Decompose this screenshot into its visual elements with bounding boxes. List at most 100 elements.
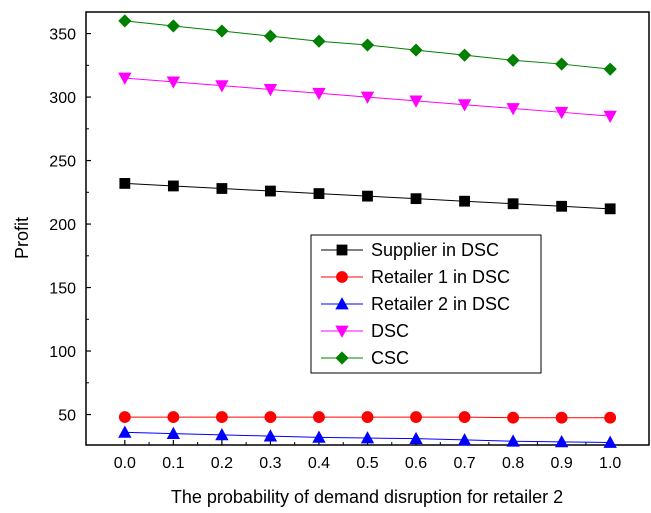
data-point [457,99,472,112]
data-point [312,34,326,48]
data-point [313,411,325,423]
data-point [215,411,228,423]
data-point [312,430,326,443]
x-tick-label: 0.7 [453,455,475,472]
data-point [409,431,423,445]
data-point [603,435,617,448]
data-point [216,183,228,194]
legend-label: Retailer 2 in DSC [371,294,510,314]
series-4 [118,14,617,76]
data-point [360,431,375,444]
y-tick-label: 350 [49,27,76,44]
data-point [555,411,568,424]
legend-label: CSC [371,348,409,368]
data-point [118,14,132,28]
data-point [554,106,569,120]
data-point [215,24,229,38]
series-0 [119,178,616,215]
data-point [554,434,569,448]
data-point [264,411,277,423]
data-point [604,203,616,215]
data-point [506,434,520,447]
legend-label: Retailer 1 in DSC [371,267,510,287]
data-point [360,38,375,52]
data-point [507,198,519,210]
data-point [556,200,568,212]
data-point [313,188,325,199]
x-tick-label: 0.6 [405,455,427,472]
x-axis: 0.0 0.1 0.2 0.3 0.4 0.5 0.6 0.7 0.8 0.9 1.0 [114,440,621,472]
series-3 [118,72,617,123]
data-point [410,411,422,423]
x-tick-label: 0.0 [114,455,136,472]
data-point [118,425,132,438]
data-point [506,103,520,116]
y-tick-label: 300 [49,90,76,107]
data-point [362,190,373,202]
data-point [215,80,229,93]
data-point [166,19,180,33]
y-axis-title: Profit [12,217,32,259]
data-point [263,84,278,97]
x-axis-title: The probability of demand disruption for… [171,487,563,507]
x-tick-label: 0.8 [502,455,524,472]
data-point [263,429,278,442]
y-tick-label: 200 [49,217,76,234]
data-point [409,95,423,108]
data-point [118,72,132,85]
y-tick-label: 100 [49,344,76,361]
data-point [167,180,179,192]
x-tick-label: 0.9 [551,455,573,472]
data-point [459,195,470,207]
legend-label: DSC [371,321,409,341]
data-point [457,433,472,446]
x-tick-label: 1.0 [599,455,621,472]
legend-marker [336,244,348,256]
legend-item: Supplier in DSC [321,240,499,260]
data-point [458,48,472,62]
series-1 [118,411,617,424]
x-tick-label: 0.1 [162,455,184,472]
data-point [119,178,131,189]
y-tick-label: 150 [49,281,76,298]
data-point [507,411,520,424]
y-tick-label: 250 [49,154,76,171]
legend-item: Retailer 1 in DSC [321,267,510,287]
data-point [166,76,181,89]
x-tick-label: 0.4 [308,455,330,472]
series-2 [118,425,617,448]
data-point [506,53,520,67]
data-point [603,62,617,76]
data-point [409,43,423,57]
data-point [263,29,277,43]
legend-marker [335,351,349,365]
data-point [458,411,471,423]
data-point [603,110,617,123]
data-point [555,57,569,71]
data-point [604,411,617,424]
data-point [410,193,422,205]
y-axis: 50 100 150 200 250 300 350 [49,27,91,425]
legend-marker [335,297,349,310]
legend: Supplier in DSC Retailer 1 in DSC Retailer… [310,234,542,374]
data-point [118,411,131,423]
data-point [166,426,181,439]
legend-marker [335,325,349,338]
data-point [167,411,180,423]
data-point [215,428,229,441]
y-tick-label: 50 [58,408,76,425]
x-tick-label: 0.5 [356,455,378,472]
legend-label: Supplier in DSC [371,240,499,260]
legend-item: CSC [321,348,409,368]
data-point [361,411,374,423]
x-tick-label: 0.2 [211,455,233,472]
legend-item: DSC [321,321,409,341]
data-point [360,91,375,104]
legend-item: Retailer 2 in DSC [321,294,510,314]
x-tick-label: 0.3 [259,455,281,472]
data-point [312,87,326,101]
series-layer [118,14,617,448]
legend-marker [336,271,348,283]
data-point [265,185,276,197]
